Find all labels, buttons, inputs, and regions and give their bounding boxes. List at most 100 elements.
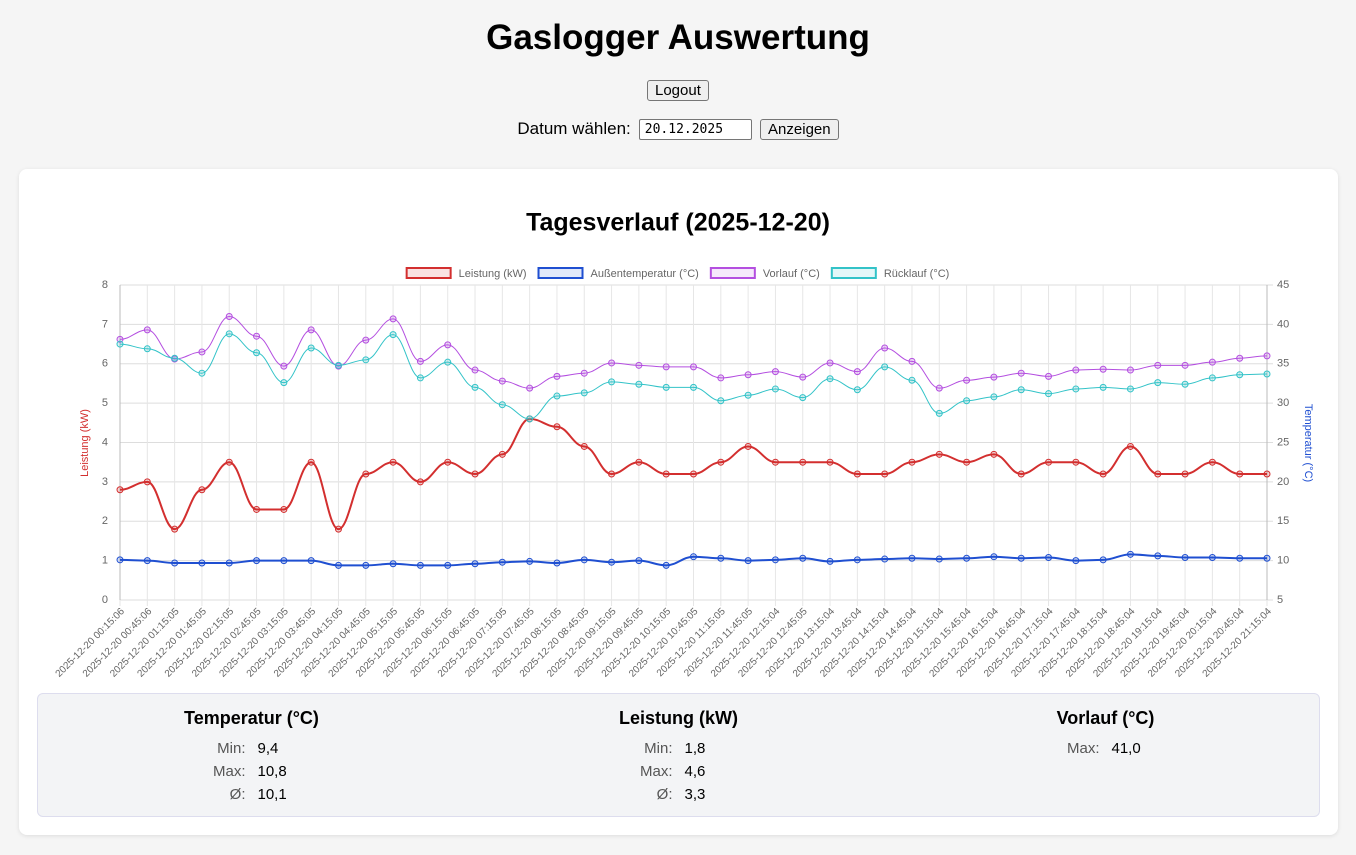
point bbox=[1208, 374, 1216, 382]
point bbox=[416, 374, 424, 382]
point bbox=[1126, 385, 1134, 393]
point bbox=[553, 423, 561, 431]
point bbox=[1154, 361, 1162, 369]
point bbox=[526, 384, 534, 392]
point bbox=[471, 470, 479, 478]
point bbox=[553, 392, 561, 400]
point bbox=[580, 442, 588, 450]
point bbox=[717, 458, 725, 466]
point bbox=[990, 373, 998, 381]
point bbox=[935, 409, 943, 417]
point bbox=[334, 361, 342, 369]
point bbox=[635, 458, 643, 466]
point bbox=[444, 358, 452, 366]
point bbox=[990, 450, 998, 458]
stats-row: Ø: 10,1 bbox=[38, 783, 465, 806]
point bbox=[1099, 365, 1107, 373]
point bbox=[1263, 554, 1271, 562]
point bbox=[1181, 361, 1189, 369]
point bbox=[608, 359, 616, 367]
point bbox=[116, 335, 124, 343]
point bbox=[444, 561, 452, 569]
point bbox=[799, 554, 807, 562]
point bbox=[826, 458, 834, 466]
point bbox=[717, 554, 725, 562]
point bbox=[1045, 390, 1053, 398]
y2-tick-label: 25 bbox=[1277, 436, 1289, 448]
point bbox=[444, 458, 452, 466]
y-tick-label: 4 bbox=[102, 436, 108, 448]
stats-row: Min: 1,8 bbox=[465, 737, 892, 760]
point bbox=[662, 363, 670, 371]
legend-swatch bbox=[537, 267, 584, 279]
y2-tick-label: 20 bbox=[1277, 476, 1289, 488]
point bbox=[143, 345, 151, 353]
legend-label: Vorlauf (°C) bbox=[763, 268, 820, 280]
point bbox=[143, 478, 151, 486]
point bbox=[171, 559, 179, 567]
stat-label: Ø: bbox=[656, 786, 673, 803]
stat-value: 9,4 bbox=[257, 740, 279, 757]
point bbox=[744, 442, 752, 450]
point bbox=[744, 391, 752, 399]
point bbox=[253, 557, 261, 565]
chart-title: Tagesverlauf (2025-12-20) bbox=[526, 209, 830, 237]
point bbox=[1045, 553, 1053, 561]
point bbox=[280, 505, 288, 513]
y2-tick-label: 40 bbox=[1277, 318, 1289, 330]
point bbox=[498, 558, 506, 566]
date-input[interactable]: 20.12.2025 bbox=[638, 119, 753, 141]
point bbox=[908, 357, 916, 365]
logout-button[interactable]: Logout bbox=[647, 80, 709, 101]
point bbox=[635, 380, 643, 388]
submit-button[interactable]: Anzeigen bbox=[760, 119, 839, 140]
point bbox=[771, 556, 779, 564]
series-line bbox=[119, 333, 1268, 420]
point bbox=[1045, 372, 1053, 380]
legend-swatch bbox=[709, 267, 756, 279]
point bbox=[963, 397, 971, 405]
point bbox=[526, 415, 534, 423]
point bbox=[362, 470, 370, 478]
point bbox=[744, 371, 752, 379]
point bbox=[1072, 366, 1080, 374]
point bbox=[1017, 470, 1025, 478]
point bbox=[1181, 470, 1189, 478]
point bbox=[990, 393, 998, 401]
y-tick-label: 5 bbox=[102, 397, 108, 409]
point bbox=[935, 555, 943, 563]
point bbox=[1208, 358, 1216, 366]
point bbox=[416, 561, 424, 569]
point bbox=[690, 383, 697, 391]
point bbox=[853, 386, 861, 394]
y2-tick-label: 5 bbox=[1277, 594, 1283, 606]
point bbox=[662, 470, 670, 478]
stat-label: Max: bbox=[212, 763, 246, 780]
point bbox=[1126, 366, 1134, 374]
point bbox=[1181, 553, 1189, 561]
point bbox=[608, 378, 616, 386]
stats-title: Vorlauf (°C) bbox=[1056, 708, 1155, 728]
point bbox=[307, 344, 315, 352]
point bbox=[280, 379, 288, 387]
y2-tick-label: 10 bbox=[1277, 555, 1289, 567]
point bbox=[416, 357, 424, 365]
point bbox=[116, 556, 124, 564]
point bbox=[471, 366, 479, 374]
point bbox=[799, 458, 807, 466]
y2-tick-label: 35 bbox=[1277, 358, 1289, 370]
point bbox=[171, 525, 179, 533]
point bbox=[362, 561, 370, 569]
point bbox=[1263, 370, 1271, 378]
date-form: Datum wählen: 20.12.2025 Anzeigen bbox=[0, 119, 1356, 141]
point bbox=[608, 470, 616, 478]
point bbox=[307, 326, 315, 334]
stats-row: Max: 10,8 bbox=[38, 760, 465, 783]
point bbox=[771, 368, 779, 376]
point bbox=[171, 354, 179, 362]
point bbox=[143, 326, 151, 334]
point bbox=[1126, 442, 1134, 450]
point bbox=[717, 374, 725, 382]
point bbox=[690, 363, 697, 371]
